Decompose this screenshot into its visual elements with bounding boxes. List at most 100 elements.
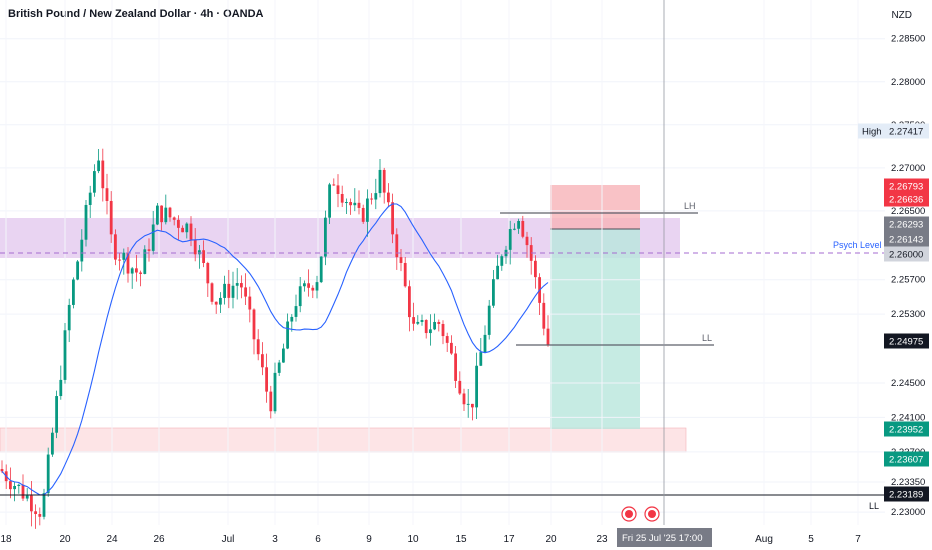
candle-body	[286, 321, 289, 349]
time-tick-label: 15	[455, 534, 467, 545]
candle-body	[143, 249, 147, 274]
price-badge	[884, 246, 929, 262]
candle-body	[319, 256, 323, 283]
candle-body	[374, 193, 378, 200]
price-badge-value: 2.26636	[889, 195, 923, 206]
candle-body	[282, 348, 285, 363]
candle-body	[55, 396, 58, 433]
candle-body	[114, 234, 117, 260]
candle-body	[269, 391, 273, 412]
candle-body	[122, 252, 126, 260]
candle-body	[294, 306, 298, 317]
candle-body	[345, 202, 348, 204]
candle-body	[546, 328, 550, 346]
candle-body	[63, 330, 67, 380]
time-tick-label: 26	[153, 534, 165, 545]
candle-body	[420, 320, 424, 322]
candle-body	[88, 192, 92, 205]
candle-body	[382, 169, 386, 193]
time-cursor-badge	[617, 528, 712, 547]
price-badge-value: 2.24975	[889, 337, 923, 348]
candle-body	[139, 272, 142, 274]
candle-body	[328, 184, 331, 218]
candle-body	[0, 469, 4, 472]
time-tick-label: 17	[503, 534, 515, 545]
uk-flag-icon[interactable]	[621, 506, 637, 522]
candle-body	[466, 403, 470, 405]
candle-body	[181, 227, 184, 233]
candle-body	[378, 169, 382, 194]
candle-body	[164, 207, 168, 223]
candle-body	[156, 205, 159, 225]
moving-average-line	[1, 203, 549, 496]
candle-body	[219, 297, 222, 305]
candle-body	[521, 220, 525, 237]
price-badge	[884, 231, 929, 247]
time-tick-label: 23	[596, 534, 608, 545]
candle-body	[227, 283, 231, 298]
candle-body	[450, 342, 453, 354]
time-tick-label: 20	[59, 534, 71, 545]
candle-body	[513, 228, 516, 230]
candle-body	[240, 283, 243, 288]
price-badge	[884, 216, 929, 232]
candle-body	[399, 257, 403, 263]
candle-body	[93, 171, 96, 193]
candle-body	[311, 287, 315, 291]
high-badge-label: High	[862, 127, 882, 138]
candle-body	[500, 256, 504, 266]
support-zone	[0, 427, 687, 453]
time-tick-label: 9	[366, 534, 372, 545]
candle-body	[462, 393, 466, 405]
candle-body	[25, 495, 29, 499]
candle-body	[172, 217, 176, 220]
candle-body	[34, 511, 37, 515]
candle-body	[307, 283, 310, 288]
price-badge-value: 2.27417	[889, 127, 923, 138]
high-badge	[858, 123, 884, 139]
time-axis[interactable]: 18 20 24 26 Jul 3 6 9 10 15 17 20 23 Aug 5 7	[0, 534, 861, 545]
candle-body	[361, 207, 365, 222]
candle-body	[508, 229, 512, 250]
candle-body	[72, 279, 75, 305]
candle-body	[76, 261, 79, 280]
price-badge-value: 2.26000	[889, 250, 923, 261]
candle-body	[13, 486, 16, 490]
candle-body	[261, 354, 264, 368]
candle-body	[160, 205, 163, 223]
candle-body	[101, 160, 105, 189]
candle-body	[324, 217, 327, 257]
time-tick-label: 6	[315, 534, 321, 545]
candle-body	[496, 265, 499, 280]
uk-flag-icon[interactable]	[644, 506, 660, 522]
price-tick-label: 2.28500	[891, 34, 925, 45]
price-badge-value: 2.26293	[889, 220, 923, 231]
candle-body	[454, 353, 457, 381]
candle-body	[265, 367, 268, 392]
candle-body	[437, 321, 441, 324]
candle-body	[244, 287, 247, 297]
lh-label: LH	[684, 201, 696, 211]
candle-body	[424, 320, 428, 334]
take-profit-zone	[550, 229, 640, 429]
candle-body	[391, 202, 394, 235]
candle-body	[185, 223, 189, 233]
candle-body	[252, 309, 256, 340]
candle-body	[256, 339, 260, 355]
candle-body	[340, 193, 344, 203]
candle-body	[387, 192, 390, 203]
candle-body	[433, 321, 436, 330]
candle-body	[38, 514, 42, 517]
time-tick-label: 5	[808, 534, 814, 545]
candle-body	[370, 198, 373, 200]
candle-body	[458, 380, 462, 394]
candle-body	[46, 454, 50, 494]
price-axis[interactable]: 2.285002.280002.275002.270002.265002.257…	[891, 34, 925, 518]
candle-body	[517, 220, 520, 229]
price-badge	[884, 333, 929, 349]
candle-body	[9, 481, 12, 490]
candle-body	[534, 260, 537, 278]
candle-body	[105, 188, 109, 201]
grid	[0, 0, 885, 525]
